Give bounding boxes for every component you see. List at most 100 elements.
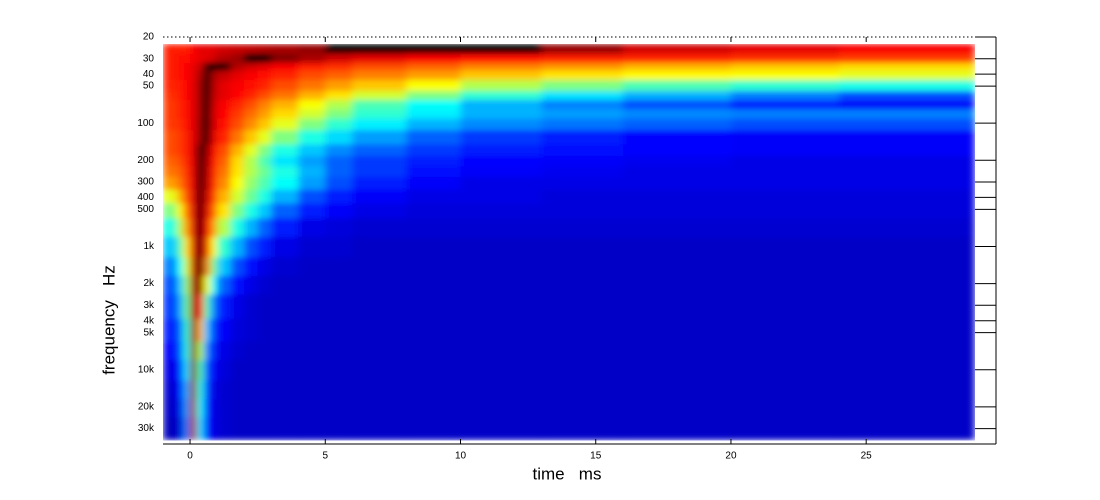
y-tick-label: 10k	[138, 364, 155, 375]
x-tick-label: 0	[187, 451, 193, 462]
heatmap-cell	[839, 44, 975, 55]
heatmap-cell	[230, 257, 245, 277]
heatmap-cell	[352, 189, 408, 204]
heatmap-cell	[196, 318, 205, 343]
heatmap	[163, 44, 975, 441]
heatmap-cell	[541, 155, 624, 167]
heatmap-cell	[730, 118, 840, 131]
heatmap-cell	[196, 166, 205, 178]
heatmap-cell	[460, 53, 543, 64]
heatmap-cell	[183, 90, 191, 101]
heatmap-cell	[839, 236, 975, 258]
heatmap-cell	[352, 53, 408, 64]
heatmap-cell	[730, 257, 840, 277]
heatmap-cell	[196, 360, 205, 382]
heatmap-cell	[460, 109, 543, 120]
heatmap-cell	[176, 130, 184, 146]
heatmap-cell	[230, 417, 245, 441]
heatmap-cell	[271, 218, 299, 238]
heatmap-cell	[257, 53, 272, 64]
heatmap-cell	[203, 380, 211, 400]
heatmap-cell	[406, 44, 462, 55]
heatmap-cell	[203, 90, 211, 101]
heatmap-cell	[325, 118, 353, 131]
x-tick-label: 10	[455, 451, 467, 462]
heatmap-cell	[541, 62, 624, 72]
heatmap-cell	[163, 70, 178, 81]
heatmap-cell	[352, 130, 408, 146]
heatmap-cell	[176, 70, 184, 81]
heatmap-cell	[352, 257, 408, 277]
heatmap-cell	[176, 99, 184, 110]
heatmap-cell	[325, 130, 353, 146]
heatmap-cell	[298, 155, 326, 167]
y-tick-label: 20	[143, 32, 155, 43]
heatmap-cell	[244, 166, 259, 178]
heatmap-cell	[406, 189, 462, 204]
heatmap-cell	[176, 144, 184, 157]
heatmap-cell	[622, 236, 732, 258]
heatmap-cell	[163, 109, 178, 120]
heatmap-cell	[230, 70, 245, 81]
heatmap-cell	[210, 380, 218, 400]
heatmap-cell	[163, 294, 178, 320]
heatmap-cell	[839, 62, 975, 72]
heatmap-cell	[271, 118, 299, 131]
heatmap-cell	[244, 99, 259, 110]
heatmap-cell	[163, 155, 178, 167]
heatmap-cell	[271, 62, 299, 72]
heatmap-cell	[730, 144, 840, 157]
y-tick-label: 30	[143, 53, 155, 64]
y-tick-label: 200	[137, 155, 154, 166]
heatmap-cell	[217, 257, 232, 277]
heatmap-cell	[352, 341, 408, 361]
heatmap-cell	[271, 130, 299, 146]
heatmap-cell	[271, 44, 299, 55]
heatmap-cell	[244, 118, 259, 131]
heatmap-cell	[298, 341, 326, 361]
heatmap-cell	[257, 130, 272, 146]
heatmap-cell	[271, 417, 299, 441]
heatmap-cell	[230, 318, 245, 343]
heatmap-cell	[298, 360, 326, 382]
heatmap-cell	[460, 360, 543, 382]
y-tick-label: 50	[143, 81, 155, 92]
heatmap-cell	[541, 80, 624, 92]
heatmap-cell	[196, 155, 205, 167]
heatmap-cell	[541, 341, 624, 361]
heatmap-cell	[244, 218, 259, 238]
heatmap-cell	[839, 341, 975, 361]
heatmap-cell	[183, 99, 191, 110]
heatmap-cell	[183, 203, 191, 219]
heatmap-cell	[839, 218, 975, 238]
heatmap-cell	[352, 360, 408, 382]
heatmap-cell	[839, 70, 975, 81]
heatmap-cell	[622, 275, 732, 296]
heatmap-cell	[298, 189, 326, 204]
heatmap-cell	[271, 275, 299, 296]
heatmap-cell	[257, 99, 272, 110]
heatmap-cell	[352, 218, 408, 238]
heatmap-cell	[203, 257, 211, 277]
heatmap-cell	[460, 144, 543, 157]
heatmap-cell	[541, 417, 624, 441]
heatmap-cell	[190, 236, 198, 258]
heatmap-cell	[244, 53, 259, 64]
heatmap-cell	[196, 80, 205, 92]
heatmap-cell	[244, 130, 259, 146]
heatmap-cell	[163, 399, 178, 419]
heatmap-cell	[244, 294, 259, 320]
heatmap-cell	[217, 236, 232, 258]
x-tick-label: 15	[590, 451, 602, 462]
heatmap-cell	[230, 118, 245, 131]
heatmap-cell	[176, 166, 184, 178]
heatmap-cell	[244, 62, 259, 72]
heatmap-cell	[271, 236, 299, 258]
heatmap-cell	[839, 155, 975, 167]
heatmap-cell	[622, 294, 732, 320]
heatmap-cell	[622, 218, 732, 238]
heatmap-cell	[541, 189, 624, 204]
heatmap-cell	[176, 177, 184, 191]
heatmap-cell	[460, 318, 543, 343]
heatmap-cell	[622, 53, 732, 64]
